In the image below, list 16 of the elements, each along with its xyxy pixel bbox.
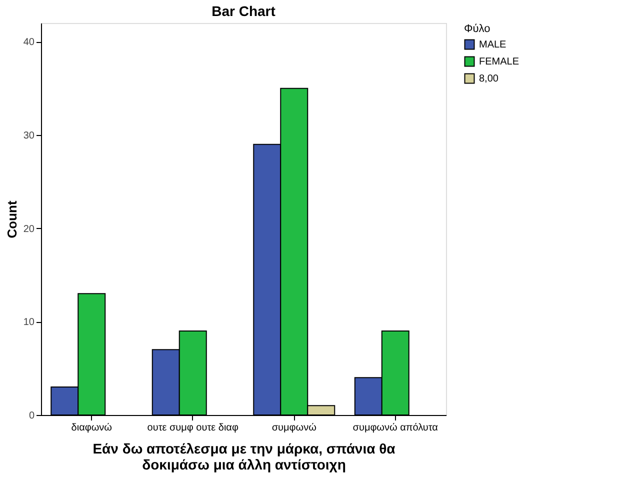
x-tick-label: συμφωνώ (272, 422, 317, 434)
y-tick-label: 20 (23, 224, 35, 235)
x-axis-title: Εάν δω αποτέλεσμα με την μάρκα, σπάνια θα δοκιμάσω μια άλλη αντίστοιχη (92, 440, 396, 472)
legend-title: Φύλο (464, 23, 490, 35)
x-tick-label: ουτε συμφ ουτε διαφ (147, 422, 239, 434)
legend-label: MALE (479, 40, 507, 50)
y-axis-title: Count (4, 200, 20, 238)
chart-title: Bar Chart (212, 3, 276, 19)
x-tick-label: συμφωνώ απόλυτα (352, 422, 438, 434)
y-tick-label: 10 (23, 317, 35, 328)
x-tick-label: διαφωνώ (71, 422, 112, 434)
legend-label: 8,00 (479, 74, 499, 84)
y-tick-label: 30 (23, 130, 35, 142)
y-tick-label: 40 (23, 37, 35, 48)
legend-label: FEMALE (479, 56, 520, 68)
y-tick-label: 0 (28, 410, 35, 422)
